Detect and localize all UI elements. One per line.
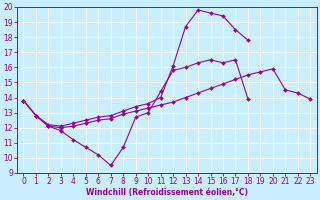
X-axis label: Windchill (Refroidissement éolien,°C): Windchill (Refroidissement éolien,°C) — [86, 188, 248, 197]
